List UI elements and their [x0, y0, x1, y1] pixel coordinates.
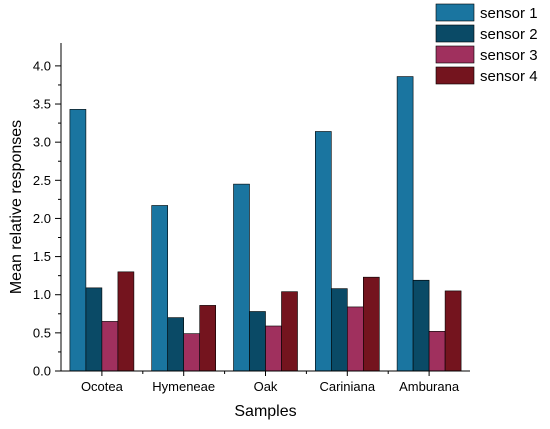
bar-sensor-4-cariniana [362, 276, 380, 372]
y-tick-label: 2.5 [33, 173, 51, 188]
bar-sensor-1-ocotea [69, 109, 87, 372]
legend-label-sensor-3: sensor 3 [480, 47, 538, 64]
y-tick-label: 4.0 [33, 58, 51, 73]
legend-swatch-sensor-4 [435, 66, 475, 85]
bar-sensor-2-oak [249, 311, 266, 372]
x-axis-title: Samples [234, 403, 296, 420]
y-tick-label: 0.5 [33, 325, 51, 340]
bar-sensor-1-hymeneae [151, 205, 168, 372]
y-tick-label: 2.0 [33, 211, 51, 226]
x-tick-label: Cariniana [319, 379, 375, 394]
bar-sensor-2-cariniana [330, 288, 348, 372]
bar-sensor-3-ocotea [101, 321, 119, 372]
x-tick-label: Oak [254, 379, 278, 394]
legend-label-sensor-1: sensor 1 [480, 5, 538, 22]
legend: sensor 1 sensor 2 sensor 3 sensor 4 [435, 3, 538, 85]
y-tick-label: 1.0 [33, 287, 51, 302]
bar-sensor-4-hymeneae [199, 305, 216, 372]
x-tick-label: Amburana [399, 379, 460, 394]
x-tick-label: Ocotea [81, 379, 124, 394]
y-axis-title: Mean relative responses [8, 120, 25, 294]
bar-sensor-3-cariniana [346, 306, 364, 372]
bar-sensor-4-ocotea [117, 271, 135, 372]
bar-sensor-2-hymeneae [167, 317, 184, 372]
bar-sensor-1-amburana [396, 76, 414, 372]
legend-swatch-sensor-1 [435, 3, 475, 22]
bar-sensor-3-amburana [428, 331, 446, 372]
bar-sensor-1-cariniana [314, 131, 332, 372]
bar-sensor-1-oak [233, 183, 250, 372]
legend-label-sensor-2: sensor 2 [480, 26, 538, 43]
legend-swatch-sensor-3 [435, 45, 475, 64]
y-tick-label: 3.5 [33, 97, 51, 112]
bar-sensor-4-amburana [444, 290, 462, 372]
bar-sensor-2-ocotea [85, 287, 103, 372]
bar-sensor-4-oak [281, 291, 298, 372]
bar-sensor-2-amburana [412, 279, 430, 372]
x-tick-label: Hymeneae [152, 379, 215, 394]
bar-sensor-3-hymeneae [183, 333, 200, 372]
y-tick-label: 0.0 [33, 364, 51, 379]
y-tick-label: 3.0 [33, 135, 51, 150]
y-tick-label: 1.5 [33, 249, 51, 264]
legend-label-sensor-4: sensor 4 [480, 68, 538, 85]
axes-group: 0.0 0.5 1.0 1.5 2.0 2.5 3.0 3.5 4.0 Ocotea Hymenea… [33, 43, 470, 394]
bar-sensor-3-oak [265, 325, 282, 372]
legend-swatch-sensor-2 [435, 24, 475, 43]
bars-group [69, 76, 462, 372]
